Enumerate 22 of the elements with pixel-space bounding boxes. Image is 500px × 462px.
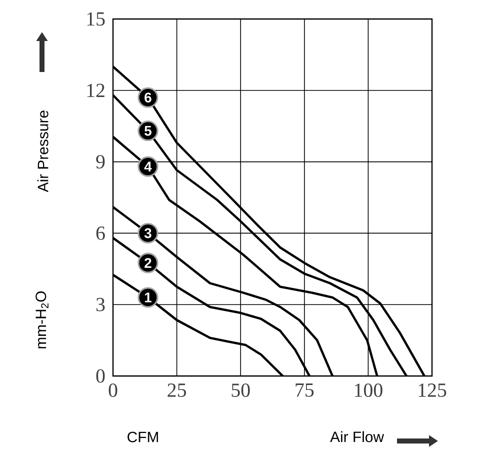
x-tick-label: 25 (168, 384, 186, 397)
y-axis-title: Air Pressure (37, 110, 48, 192)
text: CFM (128, 432, 158, 442)
y-tick-label: 6 (96, 226, 105, 240)
x-tick-label: 75 (296, 384, 314, 397)
y-tick-label: 15 (87, 12, 105, 26)
x-axis-title: Air Flow (330, 431, 384, 442)
series-label: 2 (144, 258, 152, 268)
y-tick-label: 3 (96, 298, 105, 312)
series-label: 3 (144, 228, 152, 238)
series-label: 1 (144, 292, 152, 302)
text: mm-H$_{2}$O (36, 291, 48, 348)
series-label: 5 (144, 126, 152, 136)
y-tick-label: 9 (96, 155, 105, 168)
series-label: 6 (144, 92, 152, 102)
x-tick-label: 100 (355, 384, 382, 397)
x-tick-label: 0 (108, 384, 118, 397)
y-tick-label: 12 (87, 84, 104, 97)
y-tick-label: 0 (96, 369, 105, 383)
x-tick-label: 50 (232, 384, 250, 397)
x-tick-label: 125 (418, 384, 446, 397)
series-label: 4 (144, 162, 152, 172)
